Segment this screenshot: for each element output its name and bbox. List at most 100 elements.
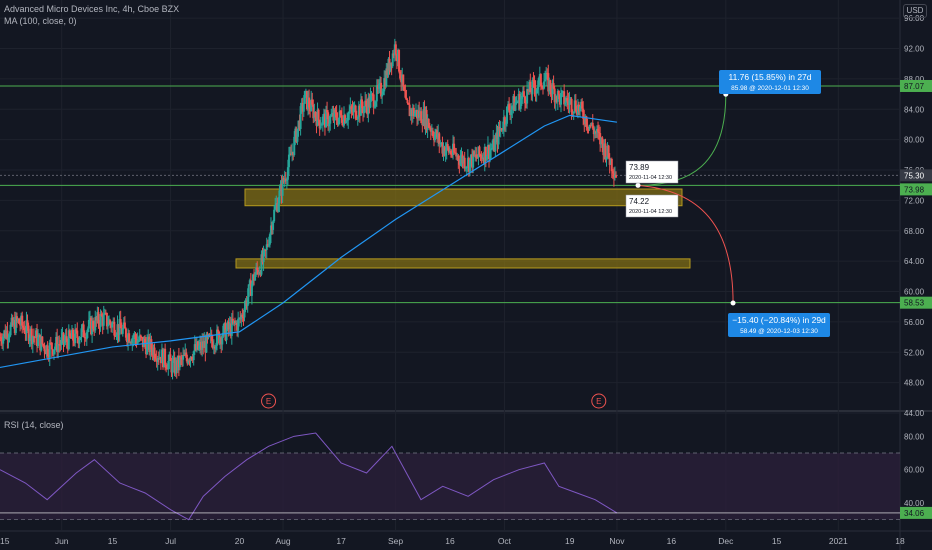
candle-body bbox=[151, 349, 154, 355]
candle-body bbox=[150, 339, 153, 350]
candle-body bbox=[259, 271, 262, 275]
candle-body bbox=[27, 325, 30, 341]
candle-body bbox=[104, 312, 107, 314]
candle-body bbox=[134, 334, 137, 340]
candle-body bbox=[254, 274, 257, 281]
candle-body bbox=[370, 94, 373, 96]
candle-body bbox=[139, 335, 142, 338]
candle-body bbox=[188, 360, 191, 362]
candle-body bbox=[494, 138, 497, 152]
candle-body bbox=[553, 88, 556, 103]
candle-body bbox=[511, 106, 514, 110]
candle-body bbox=[131, 338, 134, 344]
candle-body bbox=[374, 101, 377, 107]
candle-body bbox=[410, 109, 413, 117]
candle-body bbox=[330, 115, 333, 117]
symbol-title[interactable]: Advanced Micro Devices Inc, 4h, Cboe BZX bbox=[4, 4, 180, 14]
candle-body bbox=[154, 358, 157, 360]
candle-body bbox=[142, 338, 145, 348]
candle-body bbox=[110, 323, 113, 328]
time-tick-label: 15 bbox=[772, 536, 782, 546]
candle-body bbox=[396, 49, 399, 62]
candle-body bbox=[73, 340, 76, 344]
earnings-marker-label: E bbox=[596, 397, 601, 406]
candle-body bbox=[24, 332, 27, 334]
price-tick-label: 96.00 bbox=[904, 14, 925, 23]
candle-body bbox=[246, 296, 249, 307]
candle-body bbox=[323, 113, 326, 128]
candle-body bbox=[266, 244, 269, 246]
candle-body bbox=[290, 153, 293, 156]
candle-body bbox=[277, 203, 280, 212]
candle-body bbox=[28, 338, 31, 341]
candle-body bbox=[315, 117, 318, 126]
price-tick-label: 72.00 bbox=[904, 196, 925, 205]
time-tick-label: 18 bbox=[895, 536, 905, 546]
candle-body bbox=[101, 315, 104, 326]
price-badge-label: 75.30 bbox=[904, 171, 925, 180]
candle-body bbox=[213, 346, 216, 349]
candle-body bbox=[458, 160, 461, 165]
candle-body bbox=[92, 320, 95, 329]
candle-body bbox=[559, 93, 562, 105]
candle-body bbox=[255, 267, 258, 275]
candle-body bbox=[350, 106, 353, 110]
candle-body bbox=[120, 328, 123, 334]
price-axis: 96.0092.0088.0084.0080.0076.0072.0068.00… bbox=[904, 14, 925, 418]
ma-indicator-label[interactable]: MA (100, close, 0) bbox=[4, 16, 77, 26]
candle-body bbox=[507, 104, 510, 107]
candle-body bbox=[267, 244, 270, 246]
candle-body bbox=[439, 143, 442, 145]
candle-body bbox=[462, 157, 465, 164]
candle-body bbox=[438, 133, 441, 145]
candle-body bbox=[133, 334, 136, 338]
candle-body bbox=[341, 122, 344, 126]
candle-body bbox=[398, 49, 401, 72]
candle-body bbox=[519, 99, 522, 109]
candle-body bbox=[119, 319, 122, 329]
price-tick-label: 56.00 bbox=[904, 318, 925, 327]
candle-body bbox=[365, 100, 368, 107]
candle-body bbox=[82, 324, 85, 338]
ma-line bbox=[0, 114, 618, 369]
candle-body bbox=[41, 336, 44, 345]
candle-body bbox=[347, 113, 350, 121]
candle-body bbox=[473, 151, 476, 157]
candle-body bbox=[520, 95, 523, 100]
candle-body bbox=[310, 99, 313, 111]
candle-body bbox=[557, 90, 560, 95]
candle-body bbox=[545, 72, 548, 80]
candle-body bbox=[461, 154, 464, 164]
candle-body bbox=[116, 324, 119, 336]
projection-label: −15.40 (−20.84%) in 29d bbox=[732, 315, 826, 325]
candle-body bbox=[29, 328, 32, 339]
candle-body bbox=[184, 352, 187, 356]
candle-body bbox=[170, 360, 173, 373]
earnings-marker-label: E bbox=[266, 397, 271, 406]
candle-body bbox=[583, 118, 586, 125]
candle-body bbox=[12, 320, 15, 326]
candle-body bbox=[140, 337, 143, 339]
candle-body bbox=[50, 342, 53, 350]
candle-body bbox=[329, 116, 332, 124]
candle-body bbox=[203, 341, 206, 348]
candle-body bbox=[369, 95, 372, 108]
candle-body bbox=[558, 94, 561, 105]
candle-body bbox=[413, 113, 416, 117]
candle-body bbox=[480, 155, 483, 159]
candle-body bbox=[497, 126, 500, 145]
candle-body bbox=[316, 109, 319, 126]
candle-body bbox=[356, 117, 359, 119]
price-tick-label: 92.00 bbox=[904, 45, 925, 54]
candle-body bbox=[441, 142, 444, 154]
candle-body bbox=[606, 145, 609, 157]
candle-body bbox=[163, 348, 166, 368]
rsi-indicator-label[interactable]: RSI (14, close) bbox=[4, 420, 64, 430]
currency-badge[interactable]: USD bbox=[903, 4, 927, 18]
candle-body bbox=[362, 107, 365, 114]
time-tick-label: 15 bbox=[0, 536, 10, 546]
candle-body bbox=[510, 109, 513, 115]
candle-body bbox=[128, 333, 131, 343]
candle-body bbox=[298, 120, 301, 129]
